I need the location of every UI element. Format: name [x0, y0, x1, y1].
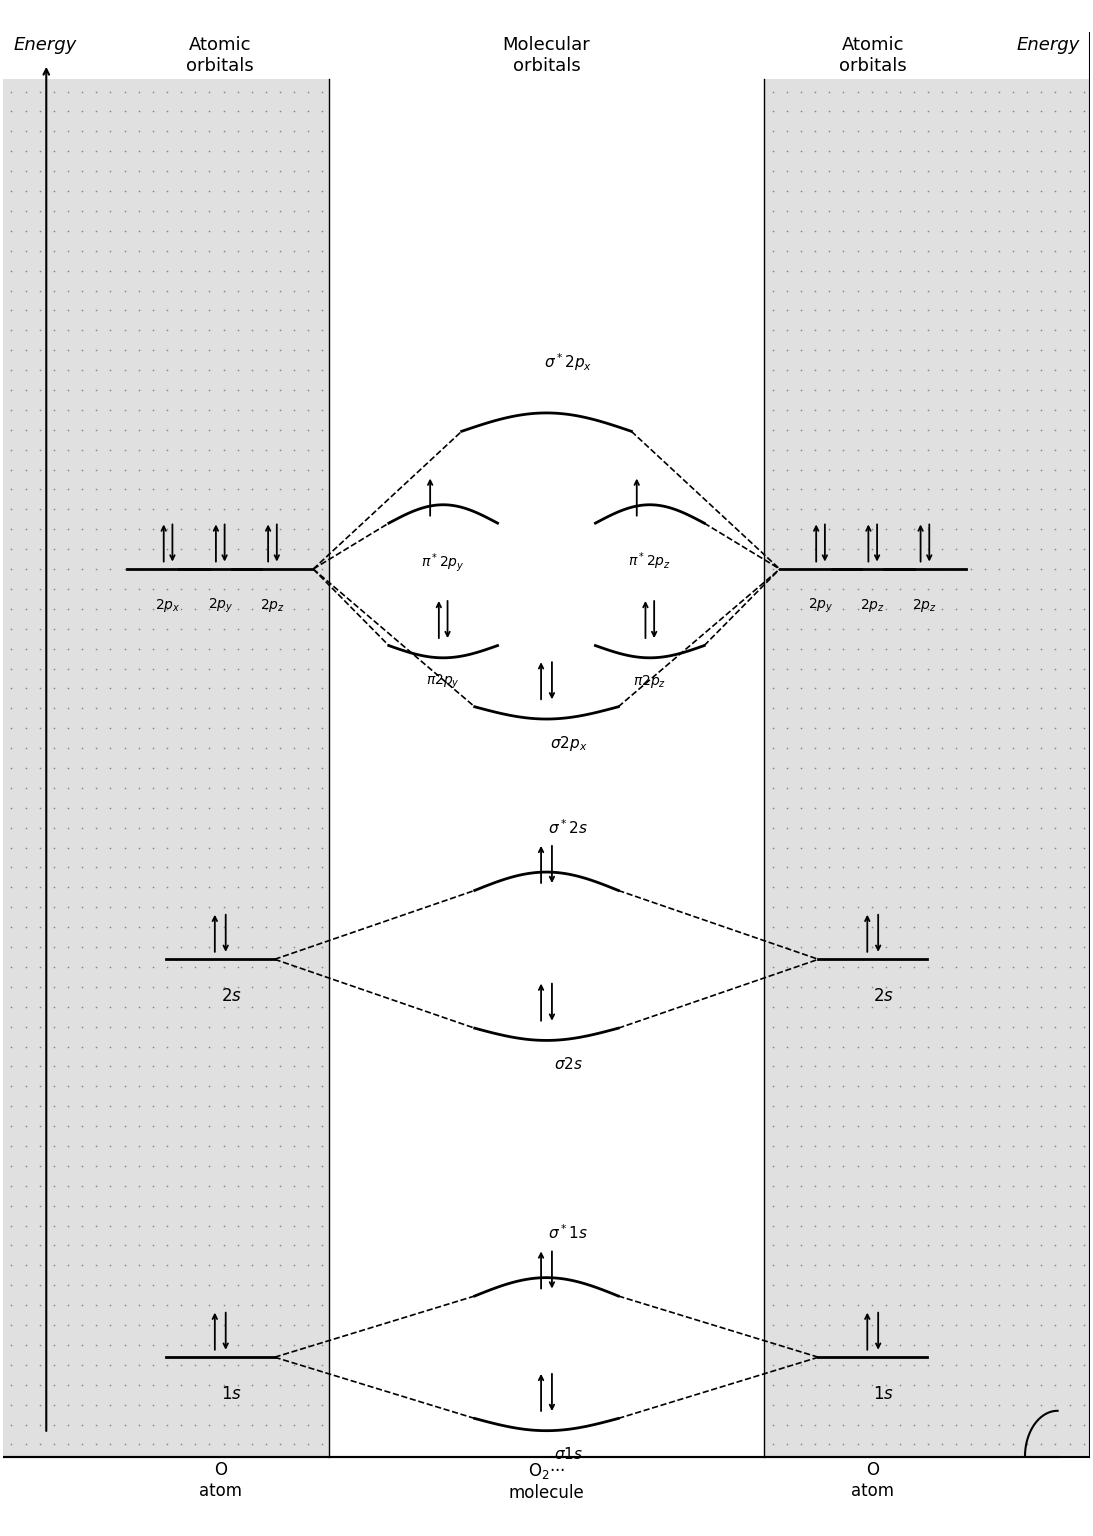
Text: Molecular
orbitals: Molecular orbitals — [503, 37, 590, 75]
Text: $\sigma^*2s$: $\sigma^*2s$ — [549, 819, 588, 837]
Text: $2p_y$: $2p_y$ — [808, 596, 833, 614]
Text: $2p_z$: $2p_z$ — [260, 596, 285, 613]
Text: $2s$: $2s$ — [873, 986, 894, 1005]
Text: $1s$: $1s$ — [873, 1385, 894, 1402]
Text: $2p_z$: $2p_z$ — [913, 596, 938, 613]
Text: Energy: Energy — [13, 37, 77, 54]
Bar — [764, 80, 1090, 1456]
Text: $\pi^*2p_z$: $\pi^*2p_z$ — [628, 551, 671, 573]
Text: O
atom: O atom — [199, 1461, 242, 1501]
Text: $2s$: $2s$ — [221, 986, 242, 1005]
Text: $\sigma 2p_x$: $\sigma 2p_x$ — [550, 734, 587, 753]
Text: O
atom: O atom — [851, 1461, 894, 1501]
Text: $2p_y$: $2p_y$ — [208, 596, 233, 614]
Text: $\sigma 1s$: $\sigma 1s$ — [554, 1445, 583, 1462]
Text: $\pi 2p_y$: $\pi 2p_y$ — [426, 673, 460, 691]
Text: $\sigma^*2p_x$: $\sigma^*2p_x$ — [544, 352, 592, 373]
Text: Atomic
orbitals: Atomic orbitals — [187, 37, 255, 75]
Text: Energy: Energy — [1016, 37, 1080, 54]
Bar — [3, 80, 329, 1456]
Text: $2p_x$: $2p_x$ — [155, 596, 180, 613]
Text: O$_2$···
molecule: O$_2$··· molecule — [508, 1461, 585, 1502]
Text: $2p_z$: $2p_z$ — [860, 596, 885, 613]
Text: $\sigma^*1s$: $\sigma^*1s$ — [549, 1224, 588, 1243]
Text: Atomic
orbitals: Atomic orbitals — [838, 37, 906, 75]
Text: $\pi^*2p_y$: $\pi^*2p_y$ — [422, 551, 465, 573]
Text: $\pi 2p_z$: $\pi 2p_z$ — [633, 673, 667, 690]
Text: $\sigma 2s$: $\sigma 2s$ — [554, 1055, 583, 1072]
Text: $1s$: $1s$ — [221, 1385, 242, 1402]
